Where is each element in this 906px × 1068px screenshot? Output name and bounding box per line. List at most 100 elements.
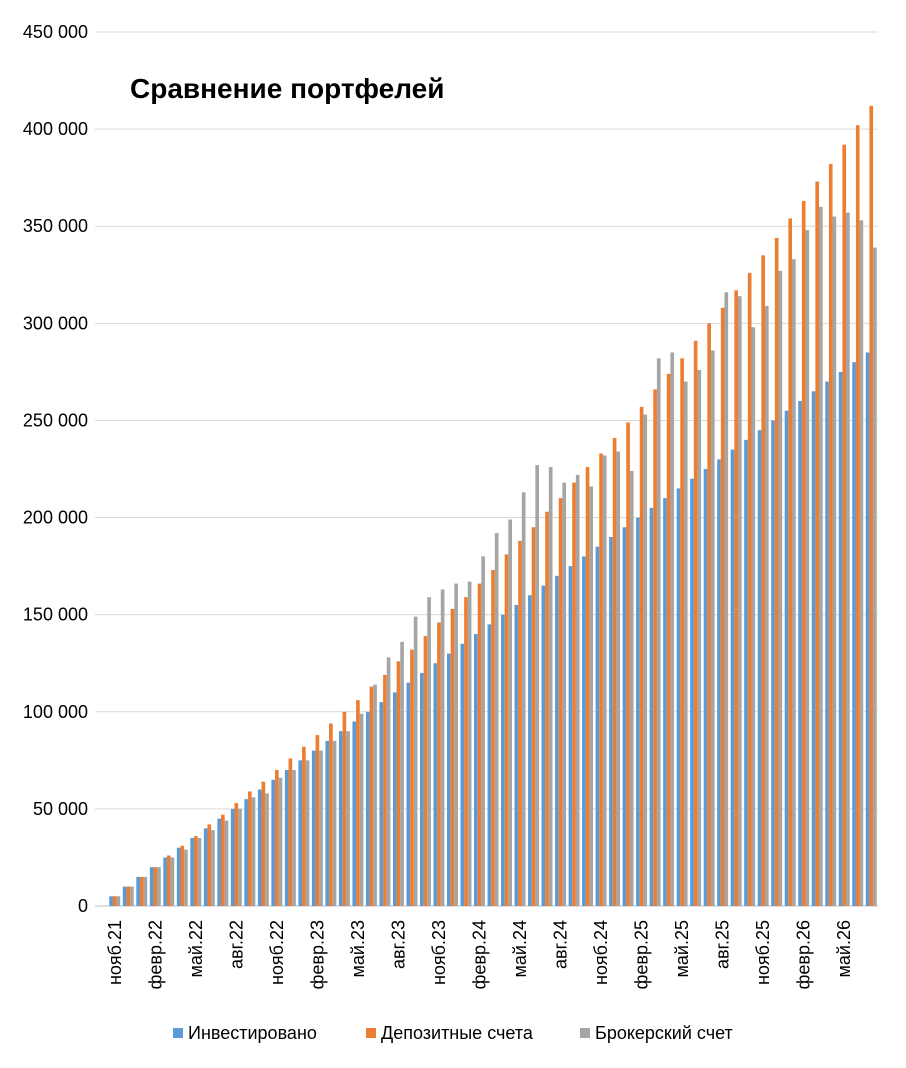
bar bbox=[474, 634, 478, 906]
x-tick-label: нояб.23 bbox=[429, 920, 449, 985]
bar bbox=[338, 731, 343, 906]
bar bbox=[572, 482, 576, 906]
bar bbox=[149, 867, 154, 906]
bar bbox=[447, 653, 451, 906]
bar bbox=[265, 793, 269, 906]
bar bbox=[599, 453, 603, 906]
bar bbox=[423, 636, 428, 906]
y-tick-label: 450 000 bbox=[23, 22, 88, 42]
bar bbox=[737, 296, 742, 906]
bar bbox=[305, 760, 310, 906]
bar bbox=[217, 818, 222, 906]
bar bbox=[680, 358, 684, 906]
y-tick-label: 250 000 bbox=[23, 410, 88, 430]
x-tick-label: февр.23 bbox=[307, 920, 327, 989]
bar bbox=[710, 350, 715, 907]
x-tick-label: май.23 bbox=[348, 920, 368, 977]
x-tick-label: февр.26 bbox=[794, 920, 814, 989]
bar bbox=[616, 451, 621, 906]
legend-label: Депозитные счета bbox=[381, 1023, 534, 1043]
bar bbox=[656, 358, 661, 906]
bar bbox=[521, 492, 526, 906]
bar bbox=[508, 519, 512, 906]
y-tick-label: 100 000 bbox=[23, 702, 88, 722]
x-tick-label: нояб.22 bbox=[267, 920, 287, 985]
x-tick-label: февр.25 bbox=[632, 920, 652, 989]
bar bbox=[815, 181, 820, 906]
bar bbox=[427, 597, 431, 906]
bar bbox=[873, 247, 877, 906]
bar bbox=[369, 686, 374, 906]
bar bbox=[528, 595, 532, 906]
bar bbox=[838, 371, 843, 906]
bar bbox=[383, 674, 387, 906]
bar bbox=[170, 857, 175, 906]
bar bbox=[379, 702, 384, 906]
bar bbox=[852, 362, 856, 907]
y-tick-label: 50 000 bbox=[33, 799, 88, 819]
bar bbox=[329, 723, 333, 906]
bar bbox=[126, 886, 131, 906]
bar bbox=[319, 750, 323, 906]
bar bbox=[278, 777, 283, 906]
x-tick-label: авг.24 bbox=[551, 920, 571, 969]
bar bbox=[288, 758, 293, 906]
bar bbox=[761, 255, 765, 906]
bar bbox=[670, 352, 675, 906]
bar bbox=[788, 218, 793, 906]
bar bbox=[545, 511, 549, 906]
bar bbox=[859, 220, 864, 906]
bar bbox=[518, 540, 522, 906]
bar bbox=[311, 750, 316, 906]
bar bbox=[846, 212, 850, 907]
bar bbox=[734, 290, 738, 906]
bar bbox=[504, 554, 509, 906]
bar bbox=[437, 622, 441, 906]
bar bbox=[541, 585, 546, 906]
bar bbox=[248, 791, 252, 906]
bar bbox=[203, 828, 208, 906]
bar bbox=[302, 746, 306, 906]
bar bbox=[207, 824, 212, 906]
bar bbox=[153, 867, 158, 906]
x-tick-label: нояб.21 bbox=[105, 920, 125, 985]
bar bbox=[392, 692, 397, 906]
bar bbox=[724, 292, 729, 906]
bar bbox=[315, 735, 320, 906]
bar bbox=[251, 797, 256, 906]
y-tick-label: 150 000 bbox=[23, 605, 88, 625]
bar bbox=[548, 467, 553, 906]
bar bbox=[406, 682, 411, 906]
bar bbox=[261, 781, 266, 906]
bar bbox=[842, 144, 847, 906]
bar bbox=[720, 307, 725, 907]
bar bbox=[825, 381, 829, 907]
bar bbox=[460, 643, 465, 906]
bar bbox=[562, 482, 567, 906]
legend-swatch bbox=[580, 1028, 590, 1038]
bar bbox=[595, 546, 600, 906]
bar bbox=[440, 589, 445, 906]
legend-label: Брокерский счет bbox=[595, 1023, 733, 1043]
bar bbox=[558, 498, 563, 906]
bar bbox=[819, 206, 823, 907]
bar bbox=[467, 581, 472, 906]
bar bbox=[400, 641, 404, 906]
bar bbox=[589, 486, 594, 906]
bar bbox=[602, 455, 607, 906]
bar bbox=[238, 808, 242, 906]
y-tick-label: 300 000 bbox=[23, 313, 88, 333]
bar bbox=[707, 323, 711, 906]
bar bbox=[410, 649, 414, 906]
bar bbox=[352, 721, 357, 906]
bar bbox=[585, 467, 590, 906]
bar bbox=[798, 401, 802, 906]
bar bbox=[166, 855, 171, 906]
legend-label: Инвестировано bbox=[188, 1023, 317, 1043]
bar bbox=[811, 391, 816, 906]
bar bbox=[234, 803, 239, 906]
bar bbox=[346, 731, 350, 906]
x-tick-label: авг.22 bbox=[226, 920, 246, 969]
bar bbox=[491, 569, 495, 906]
bar bbox=[116, 896, 121, 906]
